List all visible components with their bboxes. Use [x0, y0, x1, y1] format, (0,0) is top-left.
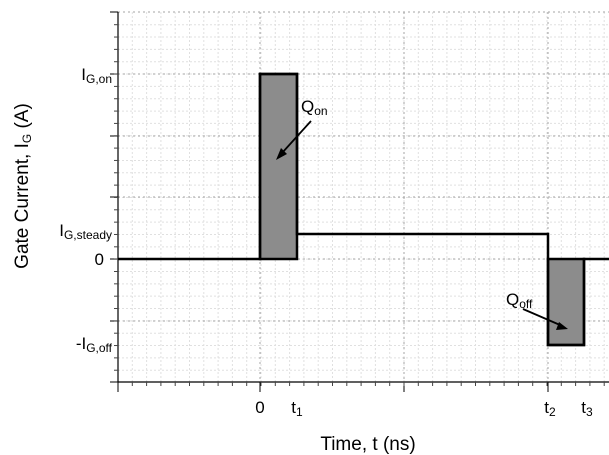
- x-axis-title: Time, t (ns): [320, 434, 415, 455]
- q-off-charge-area: [546, 257, 586, 347]
- y-tick-label-ig-on: IG,on: [81, 65, 112, 86]
- q-off-label: Qoff: [506, 290, 533, 311]
- q-on-label: Qon: [301, 97, 328, 118]
- q-on-charge-area: [258, 72, 299, 261]
- q-off-arrow-head: [556, 322, 568, 330]
- q-off-arrow-line: [522, 308, 561, 326]
- q-on-arrow-head: [276, 148, 287, 160]
- y-tick-label-ig-steady: IG,steady: [59, 221, 112, 242]
- y-axis-title: Gate Current, IG (A): [12, 103, 34, 269]
- x-axis-ticks: [117, 382, 605, 392]
- x-tick-label-t2: t2: [544, 398, 556, 419]
- x-tick-label-t3: t3: [581, 398, 593, 419]
- x-tick-label-0: 0: [255, 398, 264, 417]
- gate-current-waveform: [118, 72, 609, 347]
- y-axis-ticks: [110, 11, 118, 383]
- x-tick-label-t1: t1: [291, 398, 303, 419]
- y-tick-label-zero: 0: [95, 250, 104, 269]
- y-tick-label-ig-off: -IG,off: [76, 334, 113, 355]
- q-on-arrow-line: [281, 120, 312, 154]
